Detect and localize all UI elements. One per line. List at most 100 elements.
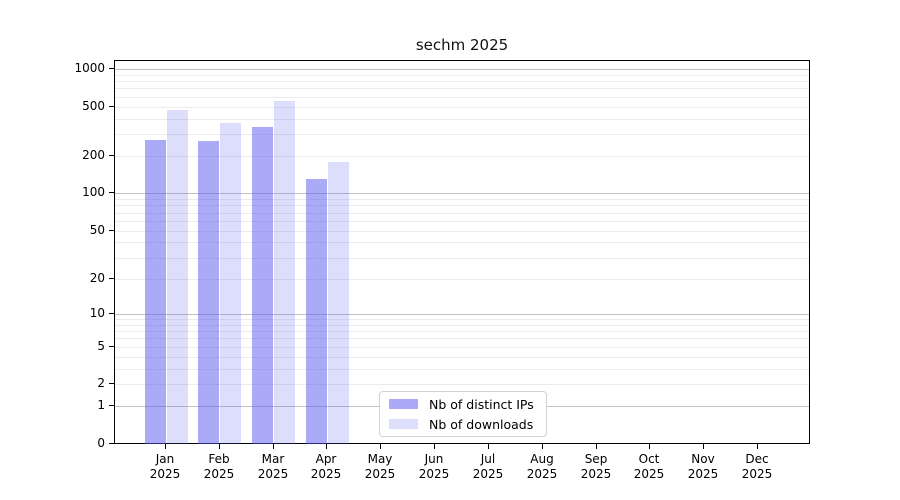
y-tick-label-5: 5 [97,339,105,353]
y-tick-label-1: 1 [97,398,105,412]
legend-label-downloads: Nb of downloads [429,416,534,432]
x-tick-feb [219,444,220,449]
y-tick-50 [109,230,114,231]
gridline-minor-3 [115,369,809,370]
x-tick-label-jan: Jan 2025 [138,452,192,482]
y-tick-200 [109,155,114,156]
gridline-minor-700 [115,88,809,89]
legend-swatch-distinct-ips-icon [389,399,418,409]
y-tick-10 [109,313,114,314]
x-tick-year: 2025 [526,467,558,481]
gridline-minor-40 [115,242,809,243]
x-tick-label-dec: Dec 2025 [730,452,784,482]
gridline-minor-9 [115,319,809,320]
y-tick-label-10: 10 [89,306,105,320]
x-tick-aug [542,444,543,449]
x-tick-month: Jul [480,452,496,466]
x-tick-jan [165,444,166,449]
gridline-minor-400 [115,119,809,120]
x-tick-year: 2025 [203,467,235,481]
x-tick-jul [488,444,489,449]
y-tick-500 [109,106,114,107]
gridline-major-1000 [115,69,809,70]
x-tick-year: 2025 [310,467,342,481]
bar-mar-distinct-ips [252,127,273,444]
x-tick-month: May [367,452,393,466]
x-tick-label-aug: Aug 2025 [515,452,569,482]
gridline-minor-900 [115,75,809,76]
x-tick-may [380,444,381,449]
gridline-minor-60 [115,221,809,222]
bar-apr-distinct-ips [306,179,327,444]
legend-item-distinct-ips: Nb of distinct IPs [389,396,546,412]
gridline-major-100 [115,193,809,194]
x-tick-year: 2025 [472,467,504,481]
y-tick-label-500: 500 [82,99,105,113]
gridline-minor-8 [115,325,809,326]
gridline-minor-600 [115,97,809,98]
x-tick-mar [273,444,274,449]
x-tick-sep [596,444,597,449]
bar-feb-downloads [220,123,241,444]
gridline-minor-300 [115,134,809,135]
x-tick-label-nov: Nov 2025 [676,452,730,482]
bar-apr-downloads [328,162,349,444]
gridline-minor-20 [115,279,809,280]
x-tick-jun [434,444,435,449]
x-tick-month: Jan [155,452,175,466]
gridline-minor-7 [115,331,809,332]
x-tick-year: 2025 [364,467,396,481]
gridline-major-10 [115,314,809,315]
x-tick-nov [703,444,704,449]
x-tick-label-oct: Oct 2025 [622,452,676,482]
x-tick-oct [649,444,650,449]
legend-label-distinct-ips: Nb of distinct IPs [429,396,534,412]
y-tick-5 [109,346,114,347]
x-tick-year: 2025 [149,467,181,481]
bar-feb-distinct-ips [198,141,219,444]
y-tick-100 [109,192,114,193]
legend-item-downloads: Nb of downloads [389,416,546,432]
bar-jan-downloads [167,110,188,444]
y-tick-1000 [109,68,114,69]
legend-swatch-downloads-icon [389,419,418,429]
x-tick-year: 2025 [257,467,289,481]
gridline-minor-800 [115,81,809,82]
gridline-minor-4 [115,357,809,358]
x-tick-label-apr: Apr 2025 [299,452,353,482]
x-tick-month: Mar [261,452,285,466]
x-tick-year: 2025 [687,467,719,481]
x-tick-year: 2025 [633,467,665,481]
x-tick-year: 2025 [418,467,450,481]
x-tick-month: Apr [315,452,337,466]
y-tick-1 [109,405,114,406]
y-tick-0 [109,443,114,444]
plot-area: Nb of distinct IPs Nb of downloads [114,60,810,444]
x-tick-month: Dec [745,452,769,466]
x-tick-month: Jun [424,452,444,466]
x-tick-year: 2025 [741,467,773,481]
gridline-minor-500 [115,107,809,108]
gridline-minor-200 [115,156,809,157]
x-tick-month: Nov [691,452,715,466]
y-tick-label-0: 0 [97,436,105,450]
gridline-minor-30 [115,258,809,259]
x-tick-label-may: May 2025 [353,452,407,482]
x-tick-label-mar: Mar 2025 [246,452,300,482]
legend: Nb of distinct IPs Nb of downloads [379,391,547,437]
x-tick-label-sep: Sep 2025 [569,452,623,482]
x-tick-label-jun: Jun 2025 [407,452,461,482]
x-tick-month: Feb [208,452,230,466]
x-tick-label-jul: Jul 2025 [461,452,515,482]
gridline-minor-50 [115,231,809,232]
x-tick-apr [326,444,327,449]
y-tick-label-1000: 1000 [74,61,105,75]
gridline-minor-70 [115,213,809,214]
bar-jan-distinct-ips [145,140,166,444]
gridline-minor-5 [115,347,809,348]
gridline-minor-80 [115,205,809,206]
gridline-minor-90 [115,199,809,200]
gridline-minor-2 [115,384,809,385]
chart-title: sechm 2025 [415,36,509,54]
y-tick-label-20: 20 [89,271,105,285]
